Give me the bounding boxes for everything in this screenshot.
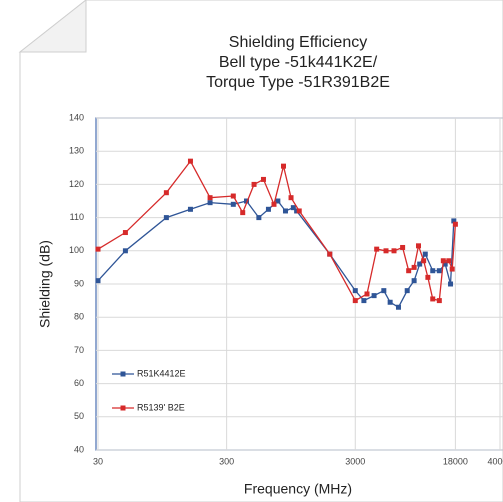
data-point: [163, 215, 169, 221]
chart-title: Torque Type -51R391B2E: [206, 74, 390, 91]
data-point: [230, 201, 236, 207]
data-point: [442, 261, 448, 267]
legend-marker: [120, 405, 126, 411]
x-tick-label: 30: [93, 456, 103, 466]
data-point: [406, 268, 412, 274]
x-tick-label: 18000: [443, 456, 468, 466]
data-point: [436, 268, 442, 274]
data-point: [452, 221, 458, 227]
data-point: [395, 304, 401, 310]
data-point: [417, 261, 423, 267]
data-point: [275, 198, 281, 204]
data-point: [290, 205, 296, 211]
data-point: [411, 278, 417, 284]
x-axis-label: Frequency (MHz): [244, 481, 352, 497]
chart-title: Shielding Efficiency: [229, 34, 367, 51]
data-point: [296, 208, 302, 214]
y-tick-label: 130: [69, 146, 84, 156]
data-point: [361, 298, 367, 304]
data-point: [391, 248, 397, 254]
data-point: [415, 243, 421, 249]
data-point: [425, 274, 431, 280]
y-tick-label: 110: [70, 212, 84, 222]
x-tick-label: 3000: [345, 456, 365, 466]
data-point: [371, 293, 377, 299]
data-point: [230, 193, 236, 199]
data-point: [400, 244, 406, 250]
data-point: [271, 201, 277, 207]
data-point: [374, 246, 380, 252]
data-point: [430, 268, 436, 274]
data-point: [95, 246, 101, 252]
data-point: [352, 298, 358, 304]
data-point: [422, 251, 428, 257]
data-point: [327, 251, 333, 257]
data-point: [404, 288, 410, 294]
data-point: [207, 195, 213, 201]
y-tick-label: 120: [69, 179, 84, 189]
y-tick-label: 70: [74, 345, 84, 355]
data-point: [207, 200, 213, 206]
legend-marker: [120, 371, 126, 377]
data-point: [446, 258, 452, 264]
data-point: [256, 215, 262, 221]
legend-label: R5139' B2E: [137, 402, 185, 412]
data-point: [294, 208, 300, 214]
y-tick-label: 60: [74, 378, 84, 388]
y-tick-label: 80: [74, 312, 84, 322]
y-tick-label: 100: [69, 245, 84, 255]
data-point: [122, 230, 128, 236]
y-tick-label: 140: [69, 112, 84, 122]
data-point: [383, 248, 389, 254]
data-point: [381, 288, 387, 294]
data-point: [364, 291, 370, 297]
y-tick-label: 50: [74, 411, 84, 421]
y-axis-label: Shielding (dB): [37, 240, 53, 328]
data-point: [352, 288, 358, 294]
data-point: [451, 218, 457, 224]
x-tick-label: 300: [219, 456, 234, 466]
page-fold: [18, 0, 87, 53]
data-point: [448, 281, 454, 287]
data-point: [187, 206, 193, 212]
data-point: [260, 176, 266, 182]
data-point: [440, 258, 446, 264]
data-point: [251, 181, 257, 187]
data-point: [240, 210, 246, 216]
data-point: [449, 266, 455, 272]
data-point: [95, 278, 101, 284]
data-point: [387, 299, 393, 305]
data-point: [430, 296, 436, 302]
data-point: [421, 258, 427, 264]
data-point: [288, 195, 294, 201]
data-point: [436, 298, 442, 304]
y-tick-label: 90: [74, 278, 84, 288]
y-tick-label: 40: [74, 444, 84, 454]
data-point: [282, 208, 288, 214]
data-point: [122, 248, 128, 254]
data-point: [243, 198, 249, 204]
data-point: [280, 163, 286, 169]
chart-title: Bell type -51k441K2E/: [219, 54, 378, 71]
x-tick-label: 40000: [487, 456, 503, 466]
data-point: [163, 190, 169, 196]
data-point: [265, 206, 271, 212]
data-point: [187, 158, 193, 164]
data-point: [411, 264, 417, 270]
legend-label: R51K4412E: [137, 368, 186, 378]
